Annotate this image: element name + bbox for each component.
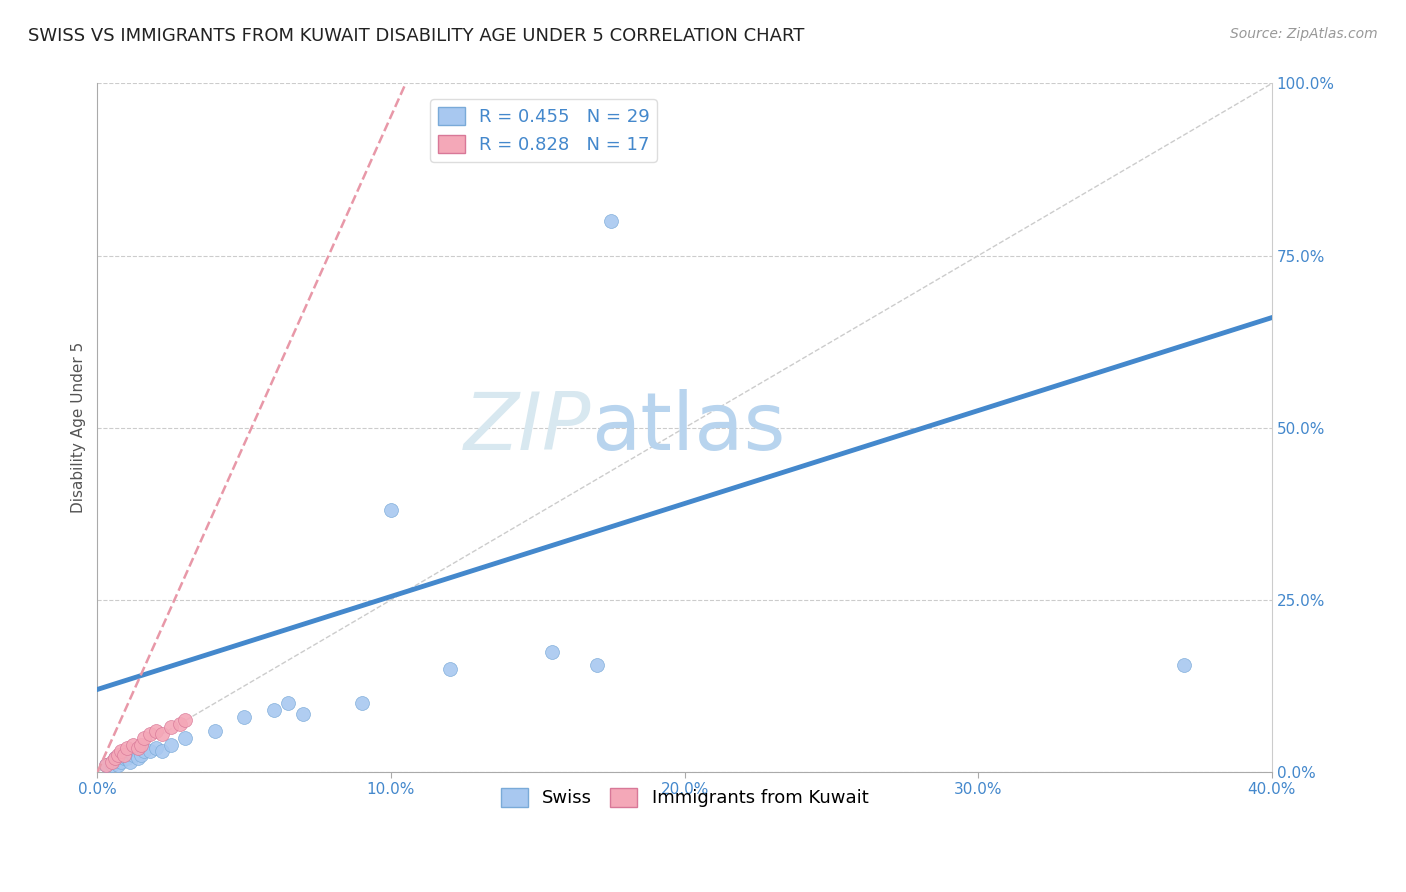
- Point: [96, 758, 118, 772]
- Point: [439, 662, 461, 676]
- Y-axis label: Disability Age Under 5: Disability Age Under 5: [72, 343, 86, 514]
- Legend: Swiss, Immigrants from Kuwait: Swiss, Immigrants from Kuwait: [494, 780, 876, 814]
- Point: [1173, 658, 1195, 673]
- Point: [104, 751, 127, 765]
- Point: [350, 696, 373, 710]
- Point: [107, 758, 129, 772]
- Point: [380, 503, 402, 517]
- Point: [101, 755, 124, 769]
- Text: Source: ZipAtlas.com: Source: ZipAtlas.com: [1230, 27, 1378, 41]
- Point: [121, 738, 143, 752]
- Point: [145, 741, 167, 756]
- Point: [233, 710, 256, 724]
- Point: [134, 744, 156, 758]
- Text: SWISS VS IMMIGRANTS FROM KUWAIT DISABILITY AGE UNDER 5 CORRELATION CHART: SWISS VS IMMIGRANTS FROM KUWAIT DISABILI…: [28, 27, 804, 45]
- Point: [110, 755, 132, 769]
- Point: [159, 720, 181, 734]
- Point: [291, 706, 314, 721]
- Point: [585, 658, 607, 673]
- Point: [131, 747, 153, 762]
- Point: [263, 703, 285, 717]
- Point: [96, 758, 118, 772]
- Point: [101, 758, 124, 772]
- Point: [115, 741, 138, 756]
- Point: [110, 744, 132, 758]
- Point: [112, 751, 135, 765]
- Point: [150, 744, 173, 758]
- Text: atlas: atlas: [591, 389, 785, 467]
- Point: [150, 727, 173, 741]
- Point: [118, 755, 141, 769]
- Point: [112, 747, 135, 762]
- Point: [169, 717, 191, 731]
- Point: [121, 747, 143, 762]
- Point: [145, 723, 167, 738]
- Text: ZIP: ZIP: [464, 389, 591, 467]
- Point: [139, 727, 162, 741]
- Point: [115, 751, 138, 765]
- Point: [131, 738, 153, 752]
- Point: [174, 731, 197, 745]
- Point: [204, 723, 226, 738]
- Point: [134, 731, 156, 745]
- Point: [107, 747, 129, 762]
- Point: [600, 214, 623, 228]
- Point: [541, 644, 564, 658]
- Point: [139, 744, 162, 758]
- Point: [159, 738, 181, 752]
- Point: [127, 751, 149, 765]
- Point: [127, 741, 149, 756]
- Point: [104, 751, 127, 765]
- Point: [277, 696, 299, 710]
- Point: [174, 714, 197, 728]
